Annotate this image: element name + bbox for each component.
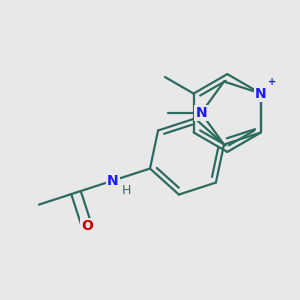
Text: +: +: [268, 76, 276, 87]
Text: O: O: [81, 219, 93, 233]
Text: N: N: [107, 174, 119, 188]
Text: N: N: [195, 106, 207, 120]
Text: N: N: [255, 87, 267, 100]
Text: H: H: [121, 184, 131, 197]
